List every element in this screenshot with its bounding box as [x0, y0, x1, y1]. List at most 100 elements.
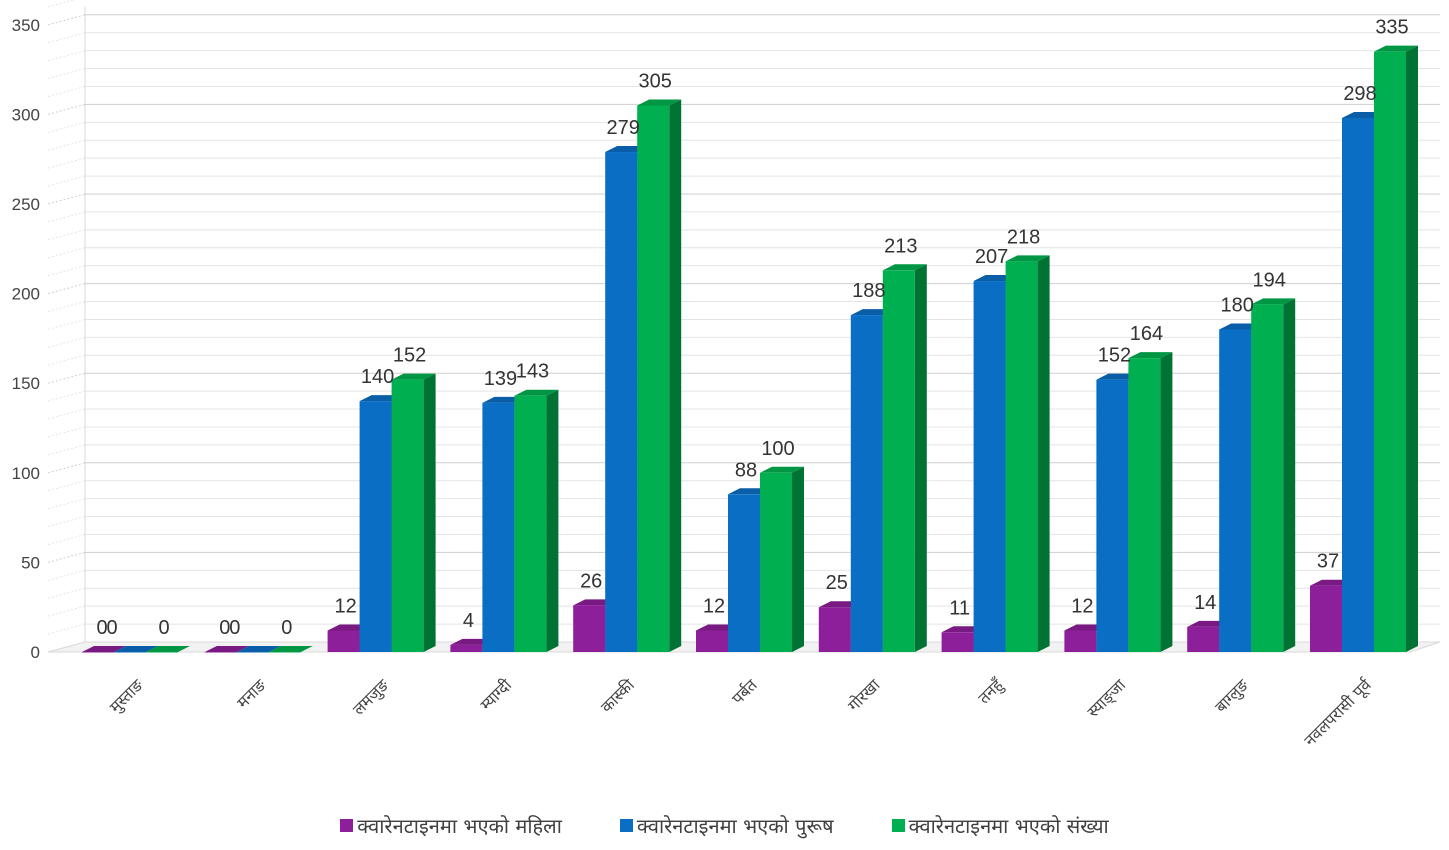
- data-label: 152: [393, 345, 426, 367]
- data-label: 279: [607, 117, 640, 139]
- bar: [1374, 45, 1418, 653]
- bar: [760, 466, 804, 652]
- y-tick-label: 50: [21, 553, 40, 572]
- data-label: 152: [1098, 345, 1131, 367]
- data-label: 143: [516, 361, 549, 383]
- data-label: 0: [106, 617, 117, 639]
- data-label: 218: [1007, 226, 1040, 248]
- data-label: 207: [975, 246, 1008, 268]
- data-label: 11: [949, 597, 970, 619]
- y-tick-label: 150: [12, 374, 40, 393]
- data-label: 298: [1343, 83, 1376, 105]
- data-label: 213: [884, 235, 917, 257]
- bar: [391, 373, 436, 652]
- legend-label-male: क्वारेनटाइनमा भएको पुरूष: [636, 814, 834, 838]
- data-labels: 00 0 00 01214015241391432627930512881002518…: [96, 17, 1408, 639]
- x-axis-labels: मुस्ताङ मनाङ लमजुङ म्याग्दी कास्की पर्बत गोरखा…: [106, 675, 1377, 751]
- category-label: म्याग्दी: [477, 675, 516, 714]
- data-label: 25: [826, 572, 848, 594]
- gridline-minor: [47, 247, 1440, 259]
- bar: [82, 646, 126, 653]
- gridline-minor: [47, 50, 1440, 62]
- y-axis: 0 50 100 150 200 250 300 350: [12, 16, 40, 662]
- y-tick-label: 350: [12, 16, 40, 35]
- data-label: 26: [580, 570, 602, 592]
- category-label: मनाङ: [233, 675, 270, 712]
- gridline-minor: [47, 175, 1440, 187]
- category-label: कास्की: [597, 675, 639, 717]
- gridline-major: [47, 103, 1440, 115]
- legend-swatch-male: [619, 819, 633, 832]
- gridline-minor: [47, 390, 1440, 402]
- data-label: 0: [158, 617, 169, 639]
- gridline-minor: [47, 301, 1440, 313]
- data-label: 14: [1194, 592, 1216, 614]
- gridline-major: [47, 372, 1440, 384]
- data-label: 140: [361, 366, 394, 388]
- data-label: 0: [229, 617, 240, 639]
- gridline-minor: [47, 354, 1440, 366]
- legend-label-total: क्वारेनटाइनमा भएको संख्या: [908, 814, 1109, 838]
- category-label: मुस्ताङ: [106, 675, 148, 717]
- y-tick-label: 0: [31, 643, 40, 662]
- data-label: 88: [735, 459, 757, 481]
- bar: [514, 389, 559, 652]
- gridline-minor: [47, 68, 1440, 80]
- gridline-minor: [47, 444, 1440, 456]
- legend-swatch-female: [340, 819, 354, 832]
- data-label: 335: [1375, 17, 1408, 39]
- data-label: 139: [484, 368, 517, 390]
- category-label: नवलपरासी पूर्व: [1300, 675, 1376, 751]
- data-label: 0: [96, 617, 107, 639]
- bar: [1005, 255, 1050, 652]
- bar: [1128, 352, 1173, 652]
- data-label: 12: [334, 595, 356, 617]
- bar: [146, 646, 190, 653]
- bar: [268, 646, 313, 653]
- data-label: 12: [1071, 595, 1093, 617]
- gridline-minor: [47, 408, 1440, 420]
- gridline-minor: [47, 336, 1440, 348]
- data-label: 164: [1130, 323, 1163, 345]
- category-label: पर्बत: [728, 675, 761, 708]
- category-label: तनहुँ: [974, 675, 1008, 709]
- y-tick-label: 200: [12, 285, 40, 304]
- category-label: बाग्लुङ: [1211, 675, 1253, 717]
- gridline-major: [47, 193, 1440, 205]
- category-label: लमजुङ: [349, 675, 394, 720]
- data-label: 0: [281, 617, 292, 639]
- legend-item-female: क्वारेनटाइनमा भएको महिला: [340, 812, 562, 839]
- gridline-minor: [47, 85, 1440, 97]
- legend-swatch-total: [891, 819, 905, 832]
- gridline-minor: [47, 211, 1440, 223]
- data-label: 100: [761, 438, 794, 460]
- bar: [114, 646, 158, 653]
- data-label: 12: [703, 595, 725, 617]
- bar: [882, 264, 927, 652]
- gridline-minor: [47, 32, 1440, 44]
- category-label: गोरखा: [844, 675, 884, 715]
- gridline-major: [47, 462, 1440, 474]
- gridline-major: [47, 14, 1440, 26]
- legend: क्वारेनटाइनमा भएको महिला क्वारेनटाइनमा भ…: [0, 812, 1449, 839]
- y-tick-label: 250: [12, 195, 40, 214]
- gridline-minor: [47, 265, 1440, 277]
- gridline-minor: [47, 426, 1440, 438]
- gridline-minor: [47, 121, 1440, 133]
- legend-item-male: क्वारेनटाइनमा भएको पुरूष: [619, 812, 834, 839]
- bar: [637, 99, 682, 652]
- gridline-minor: [47, 139, 1440, 151]
- data-label: 194: [1253, 269, 1286, 291]
- data-label: 180: [1221, 294, 1254, 316]
- gridline-major: [47, 283, 1440, 295]
- gridline-minor: [47, 157, 1440, 169]
- gridline-minor: [47, 0, 76, 8]
- bar: [1251, 298, 1296, 652]
- y-tick-label: 100: [12, 464, 40, 483]
- bars: [82, 45, 1418, 653]
- data-label: 305: [639, 70, 672, 92]
- gridline-minor: [47, 318, 1440, 330]
- category-label: स्याङ्जा: [1083, 675, 1130, 722]
- data-label: 188: [852, 280, 885, 302]
